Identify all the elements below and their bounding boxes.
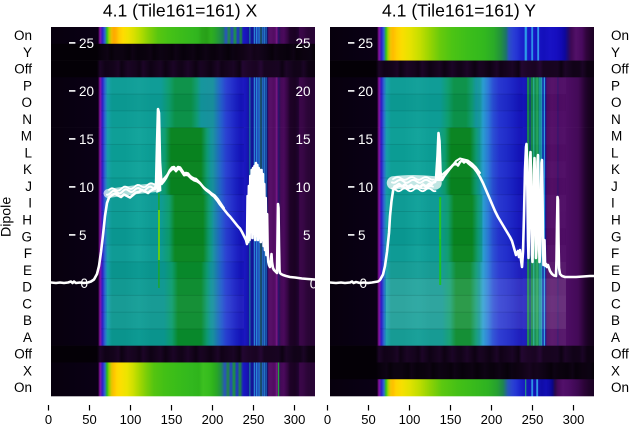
svg-text:5: 5 (79, 228, 87, 243)
svg-text:Off: Off (611, 62, 629, 77)
svg-text:50: 50 (82, 412, 96, 427)
svg-text:20: 20 (295, 84, 310, 99)
svg-text:100: 100 (120, 412, 142, 427)
svg-text:N: N (611, 112, 621, 127)
svg-text:0: 0 (310, 277, 318, 292)
svg-text:L: L (611, 145, 619, 160)
svg-text:250: 250 (243, 412, 265, 427)
svg-text:I: I (28, 196, 32, 211)
svg-text:10: 10 (295, 180, 310, 195)
svg-text:P: P (611, 78, 620, 93)
svg-text:On: On (14, 28, 32, 43)
svg-text:25: 25 (295, 36, 310, 51)
svg-text:Off: Off (14, 347, 32, 362)
svg-text:B: B (611, 313, 620, 328)
svg-text:5: 5 (358, 228, 366, 243)
svg-text:G: G (21, 229, 32, 244)
svg-text:O: O (21, 95, 32, 110)
svg-text:X: X (23, 363, 32, 378)
svg-text:20: 20 (358, 84, 373, 99)
svg-text:25: 25 (358, 36, 373, 51)
svg-text:10: 10 (79, 180, 94, 195)
svg-text:150: 150 (161, 412, 183, 427)
svg-text:150: 150 (440, 412, 462, 427)
svg-text:100: 100 (399, 412, 421, 427)
svg-text:4.1 (Tile161=161) Y: 4.1 (Tile161=161) Y (382, 1, 536, 21)
svg-text:O: O (611, 95, 622, 110)
svg-text:Off: Off (14, 62, 32, 77)
svg-text:H: H (611, 212, 621, 227)
svg-text:15: 15 (79, 132, 94, 147)
svg-text:On: On (611, 380, 629, 395)
svg-text:300: 300 (563, 412, 585, 427)
svg-text:I: I (611, 196, 615, 211)
svg-text:C: C (611, 296, 621, 311)
svg-text:On: On (14, 380, 32, 395)
svg-text:D: D (611, 280, 621, 295)
svg-text:200: 200 (481, 412, 503, 427)
svg-text:K: K (611, 162, 620, 177)
svg-text:X: X (611, 363, 620, 378)
svg-text:N: N (22, 112, 32, 127)
svg-text:K: K (23, 162, 32, 177)
svg-text:15: 15 (295, 132, 310, 147)
svg-text:0: 0 (81, 276, 89, 291)
svg-text:F: F (24, 246, 32, 261)
svg-text:A: A (611, 330, 620, 345)
svg-text:B: B (23, 313, 32, 328)
svg-text:On: On (611, 28, 629, 43)
svg-text:5: 5 (303, 228, 311, 243)
svg-text:E: E (611, 263, 620, 278)
svg-text:A: A (23, 330, 32, 345)
svg-text:250: 250 (522, 412, 544, 427)
svg-text:Y: Y (23, 45, 32, 60)
svg-text:15: 15 (358, 132, 373, 147)
svg-text:H: H (22, 212, 32, 227)
svg-text:G: G (611, 229, 622, 244)
svg-text:200: 200 (202, 412, 224, 427)
svg-text:L: L (24, 145, 32, 160)
svg-text:0: 0 (45, 412, 52, 427)
svg-text:10: 10 (358, 180, 373, 195)
svg-text:25: 25 (79, 36, 94, 51)
svg-text:20: 20 (79, 84, 94, 99)
svg-text:D: D (22, 280, 32, 295)
svg-text:M: M (611, 129, 622, 144)
svg-text:300: 300 (284, 412, 306, 427)
svg-text:E: E (23, 263, 32, 278)
svg-text:50: 50 (361, 412, 375, 427)
svg-text:J: J (25, 179, 32, 194)
svg-text:J: J (611, 179, 618, 194)
svg-text:P: P (23, 78, 32, 93)
svg-text:Y: Y (611, 45, 620, 60)
svg-text:Off: Off (611, 347, 629, 362)
svg-text:C: C (22, 296, 32, 311)
svg-text:4.1 (Tile161=161) X: 4.1 (Tile161=161) X (103, 1, 258, 21)
svg-text:F: F (611, 246, 619, 261)
svg-text:M: M (21, 129, 32, 144)
svg-text:0: 0 (324, 412, 331, 427)
svg-text:Dipole: Dipole (0, 197, 15, 237)
svg-text:0: 0 (360, 276, 368, 291)
